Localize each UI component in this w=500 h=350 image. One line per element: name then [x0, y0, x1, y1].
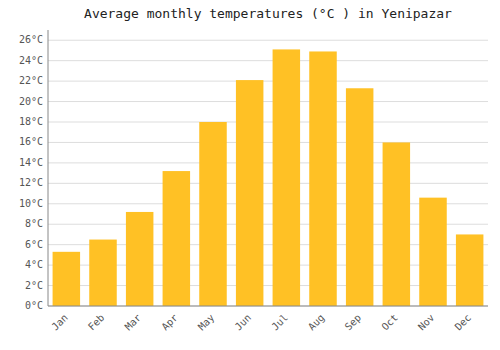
bar: [163, 171, 191, 306]
x-tick-label: Aug: [306, 312, 327, 333]
y-tick-label: 6°C: [25, 239, 43, 250]
grid-line: [48, 122, 488, 123]
title: Average monthly temperatures (°C ) in Ye…: [84, 6, 452, 21]
bar: [346, 88, 374, 306]
y-tick-label: 12°C: [19, 177, 43, 188]
y-tick-label: 16°C: [19, 136, 43, 147]
y-tick-label: 26°C: [19, 34, 43, 45]
x-tick-label: Sep: [343, 312, 364, 333]
grid-line: [48, 306, 488, 307]
y-tick-label: 8°C: [25, 218, 43, 229]
bar: [236, 80, 264, 306]
x-axis: Jan Feb Mar Apr May Jun Jul Aug Sep Oct Nov Dec: [49, 312, 473, 333]
x-tick-label: Apr: [159, 312, 180, 333]
bar: [419, 198, 447, 306]
y-tick-label: 2°C: [25, 280, 43, 291]
y-tick-label: 18°C: [19, 116, 43, 127]
x-tick-label: May: [196, 312, 217, 333]
x-tick-label: Jul: [269, 312, 290, 333]
chart: Average monthly temperatures (°C ) in Ye…: [0, 0, 500, 350]
x-tick-label: Feb: [86, 312, 107, 333]
y-tick-label: 10°C: [19, 198, 43, 209]
grid-line: [48, 81, 488, 82]
x-tick-label: Jan: [49, 312, 70, 333]
x-tick-label: Nov: [416, 312, 437, 333]
x-tick-label: Dec: [453, 312, 474, 333]
grid: [48, 40, 488, 306]
y-tick-label: 22°C: [19, 75, 43, 86]
page: {"chart_data": {"type": "bar", "title": …: [0, 0, 500, 350]
grid-line: [48, 101, 488, 102]
bar: [456, 234, 484, 306]
y-axis: 0°C 2°C 4°C 6°C 8°C 10°C 12°C 14°C 16°C 18°C 20°C 2…: [19, 34, 43, 311]
grid-line: [48, 162, 488, 163]
bar: [273, 49, 301, 306]
bar: [199, 122, 227, 306]
x-tick-label: Oct: [379, 312, 400, 333]
bar: [309, 51, 337, 306]
bars: [53, 49, 484, 306]
bar: [126, 212, 153, 306]
grid-line: [48, 60, 488, 61]
grid-line: [48, 142, 488, 143]
y-tick-label: 24°C: [19, 55, 43, 66]
x-axis-line: [48, 306, 488, 307]
bar: [383, 142, 411, 306]
grid-line: [48, 40, 488, 41]
y-tick-label: 0°C: [25, 300, 43, 311]
x-tick-label: Mar: [123, 312, 144, 333]
y-axis-line: [48, 30, 49, 306]
y-tick-label: 14°C: [19, 157, 43, 168]
y-tick-label: 20°C: [19, 96, 43, 107]
x-tick-label: Jun: [233, 312, 254, 333]
bar: [89, 240, 117, 306]
y-tick-label: 4°C: [25, 259, 43, 270]
grid-line: [48, 183, 488, 184]
bar: [53, 252, 80, 306]
